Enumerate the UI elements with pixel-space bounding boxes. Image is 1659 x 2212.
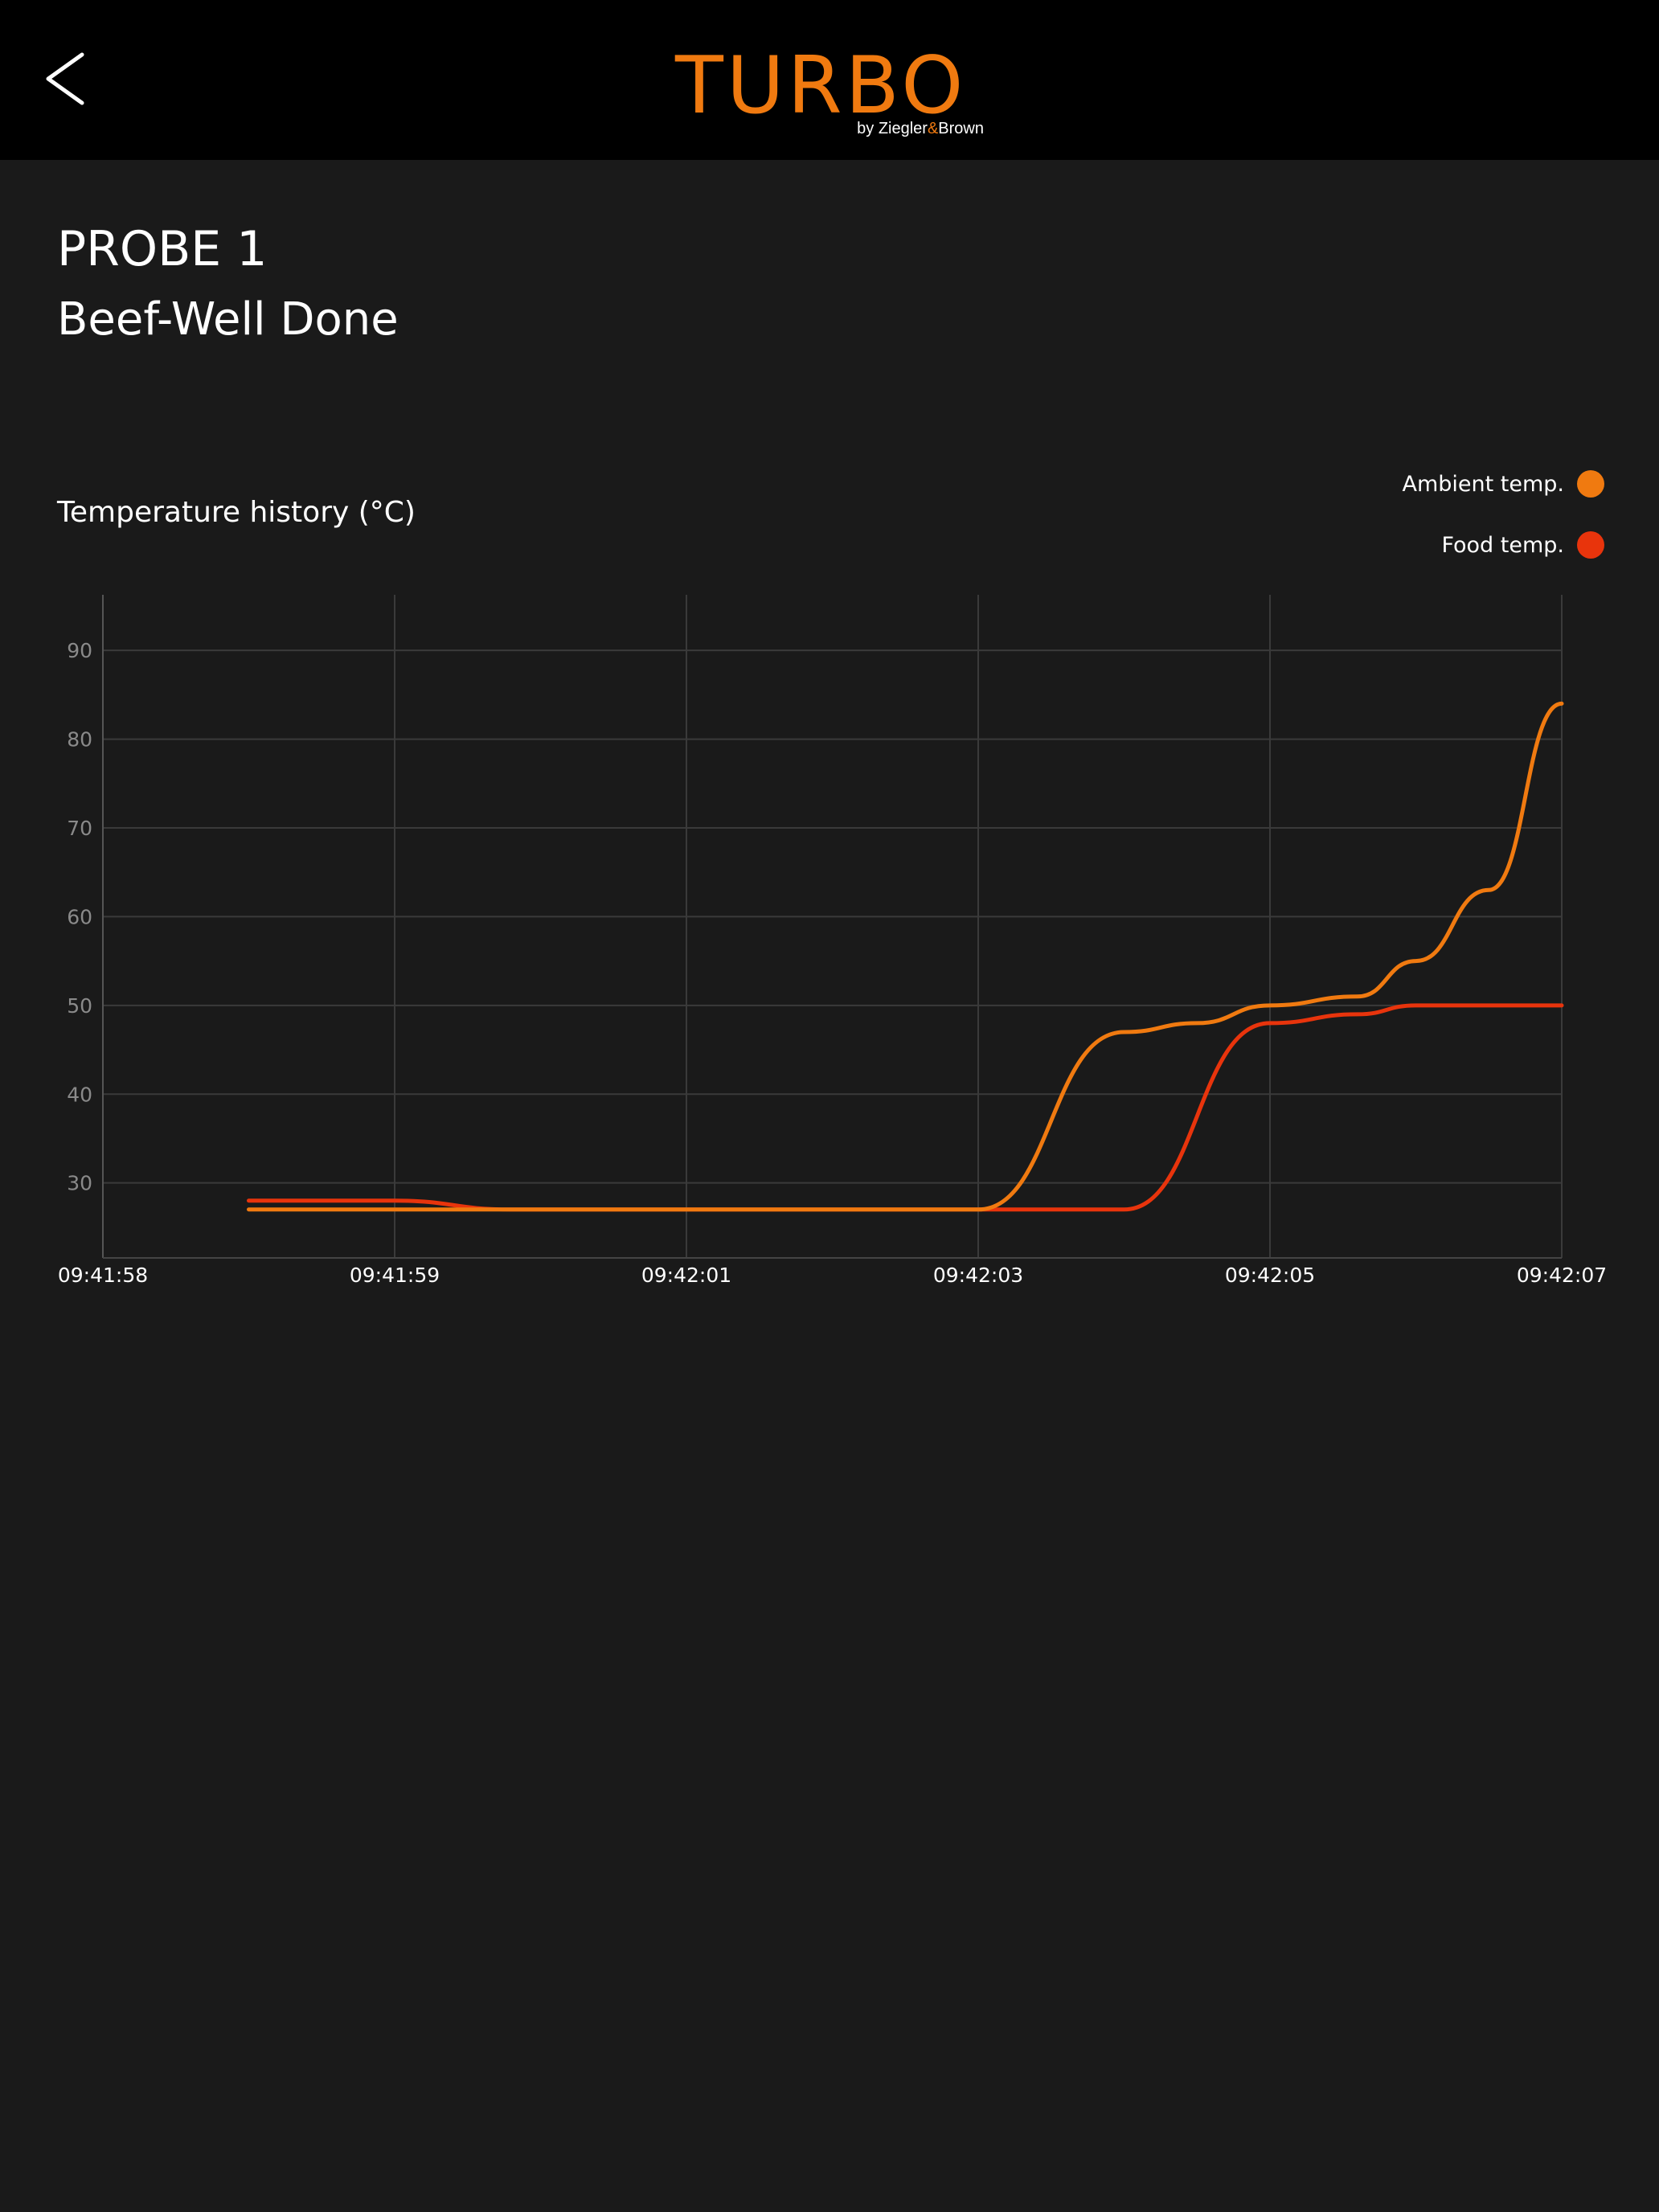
turbo-logo: TURBO by Ziegler&Brown: [675, 47, 989, 143]
x-tick-label: 09:41:58: [58, 1264, 148, 1287]
temperature-chart: 30 40 50 60 70 80 90 09:41:58 09:41:59 09:42:01 09…: [0, 595, 1659, 1318]
logo-byline: by Ziegler&Brown: [857, 121, 984, 137]
temperature-chart-svg: 30 40 50 60 70 80 90 09:41:58 09:41:59 09:42:01 09…: [58, 595, 1607, 1287]
chevron-left-icon: [46, 52, 84, 105]
y-tick-label: 30: [67, 1172, 92, 1195]
logo-byline-by: by Ziegler: [857, 120, 928, 137]
legend-label-food: Food temp.: [1441, 532, 1564, 558]
logo-byline-amp: &: [927, 120, 939, 137]
food-temp-line: [247, 1003, 1564, 1212]
probe-preset: Beef-Well Done: [57, 293, 399, 346]
y-tick-label: 40: [67, 1083, 92, 1106]
back-button[interactable]: [32, 40, 104, 121]
legend-dot-ambient: [1577, 470, 1604, 498]
x-tick-label: 09:42:05: [1225, 1264, 1315, 1287]
legend-label-ambient: Ambient temp.: [1402, 471, 1564, 497]
chart-title: Temperature history (°C): [57, 496, 416, 529]
y-tick-label: 50: [67, 994, 92, 1018]
legend-item-ambient: Ambient temp.: [1402, 468, 1604, 500]
chart-legend: Ambient temp. Food temp.: [1402, 468, 1604, 590]
x-tick-label: 09:42:03: [933, 1264, 1023, 1287]
ambient-temp-line: [247, 701, 1564, 1212]
y-tick-label: 90: [67, 639, 92, 662]
logo-wordmark: TURBO: [675, 40, 967, 132]
y-tick-label: 70: [67, 817, 92, 840]
top-bar: TURBO by Ziegler&Brown: [0, 0, 1659, 160]
x-tick-label: 09:41:59: [350, 1264, 440, 1287]
y-tick-label: 80: [67, 728, 92, 752]
legend-item-food: Food temp.: [1402, 529, 1604, 561]
probe-title: PROBE 1: [57, 221, 268, 277]
x-tick-label: 09:42:01: [641, 1264, 731, 1287]
x-tick-label: 09:42:07: [1517, 1264, 1607, 1287]
y-tick-label: 60: [67, 905, 92, 928]
logo-byline-brown: Brown: [938, 120, 984, 137]
legend-dot-food: [1577, 531, 1604, 559]
